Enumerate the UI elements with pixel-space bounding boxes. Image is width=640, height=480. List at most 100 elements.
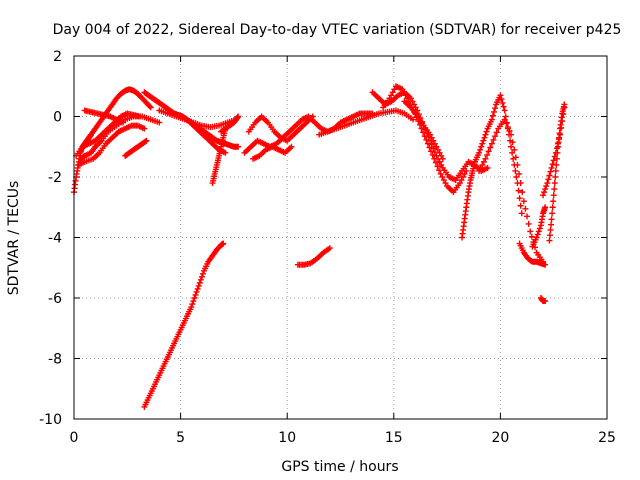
data-point bbox=[514, 161, 521, 168]
data-point bbox=[195, 282, 202, 289]
data-point bbox=[388, 92, 395, 99]
data-point bbox=[504, 124, 511, 131]
data-point bbox=[553, 145, 560, 152]
data-point bbox=[556, 136, 563, 143]
y-tick-label: -8 bbox=[48, 352, 62, 368]
series-arc-16 bbox=[316, 107, 416, 138]
data-point bbox=[552, 149, 559, 156]
data-point bbox=[497, 92, 504, 99]
data-point bbox=[235, 113, 242, 120]
data-point bbox=[542, 186, 549, 193]
data-point bbox=[480, 158, 487, 165]
data-point bbox=[436, 167, 443, 174]
data-point bbox=[156, 119, 163, 126]
data-point bbox=[550, 157, 557, 164]
data-point bbox=[488, 116, 495, 123]
data-point bbox=[513, 174, 520, 180]
data-point bbox=[550, 192, 557, 199]
data-point bbox=[499, 99, 506, 106]
series-arc-11 bbox=[218, 113, 242, 135]
data-point bbox=[420, 129, 427, 136]
data-point bbox=[557, 131, 564, 138]
data-point bbox=[551, 153, 558, 160]
data-point bbox=[517, 180, 524, 187]
data-point bbox=[500, 103, 507, 110]
data-point bbox=[430, 137, 437, 144]
data-point bbox=[428, 134, 435, 141]
data-point bbox=[476, 167, 483, 174]
data-point bbox=[460, 174, 467, 180]
data-point bbox=[477, 164, 484, 171]
data-point bbox=[288, 143, 295, 150]
data-point bbox=[498, 96, 505, 103]
data-point bbox=[326, 245, 333, 252]
data-point bbox=[493, 129, 500, 136]
data-point bbox=[542, 204, 549, 211]
data-point bbox=[484, 164, 491, 171]
data-point bbox=[190, 298, 197, 305]
data-point bbox=[484, 152, 491, 159]
data-point bbox=[519, 189, 526, 196]
gridlines bbox=[74, 56, 607, 419]
data-point bbox=[429, 152, 436, 159]
data-point bbox=[432, 159, 439, 166]
data-point bbox=[487, 144, 494, 151]
x-tick-label: 25 bbox=[598, 430, 616, 446]
data-point bbox=[478, 143, 485, 150]
data-point bbox=[481, 134, 488, 141]
data-point bbox=[386, 95, 393, 102]
data-point bbox=[431, 149, 438, 156]
data-point bbox=[423, 136, 430, 143]
data-point bbox=[235, 143, 242, 150]
y-tick-label: 0 bbox=[53, 110, 62, 126]
data-point bbox=[433, 143, 440, 150]
data-point bbox=[438, 152, 445, 159]
data-point bbox=[431, 140, 438, 147]
data-point bbox=[142, 138, 149, 145]
data-point bbox=[522, 205, 529, 212]
data-point bbox=[438, 161, 445, 168]
data-point bbox=[547, 226, 554, 233]
data-point bbox=[524, 213, 531, 220]
data-point bbox=[391, 86, 398, 93]
data-point bbox=[199, 270, 206, 277]
data-point bbox=[515, 187, 522, 194]
data-point bbox=[193, 288, 200, 295]
data-point bbox=[549, 204, 556, 211]
series-arc-21 bbox=[471, 92, 525, 217]
series-arc-9 bbox=[183, 116, 229, 156]
data-point bbox=[485, 148, 492, 155]
data-point bbox=[553, 161, 560, 168]
data-point bbox=[517, 202, 524, 209]
data-point bbox=[435, 146, 442, 153]
series-arc-6 bbox=[122, 137, 150, 159]
series-arc-27 bbox=[540, 104, 568, 199]
data-point bbox=[147, 104, 154, 111]
x-tick-label: 0 bbox=[70, 430, 79, 446]
data-point bbox=[503, 120, 510, 127]
data-point bbox=[549, 210, 556, 217]
series-arc-28 bbox=[141, 240, 227, 410]
data-point bbox=[546, 172, 553, 179]
data-point bbox=[483, 128, 490, 135]
series-arc-15 bbox=[294, 245, 333, 268]
data-point bbox=[189, 301, 196, 308]
y-tick-label: -4 bbox=[48, 231, 62, 247]
data-point bbox=[426, 144, 433, 151]
data-point bbox=[222, 149, 229, 156]
data-point bbox=[511, 146, 518, 153]
data-point bbox=[427, 131, 434, 138]
data-point bbox=[543, 183, 550, 190]
data-point bbox=[527, 228, 534, 235]
series-arc-18 bbox=[380, 83, 470, 196]
data-point bbox=[476, 149, 483, 156]
data-point bbox=[552, 174, 559, 180]
data-point bbox=[188, 304, 195, 311]
y-tick-label: 2 bbox=[53, 49, 62, 65]
data-point bbox=[546, 232, 553, 239]
chart-title: Day 004 of 2022, Sidereal Day-to-day VTE… bbox=[53, 22, 622, 38]
data-point bbox=[431, 155, 438, 162]
data-point bbox=[463, 167, 470, 174]
data-point bbox=[409, 116, 416, 123]
